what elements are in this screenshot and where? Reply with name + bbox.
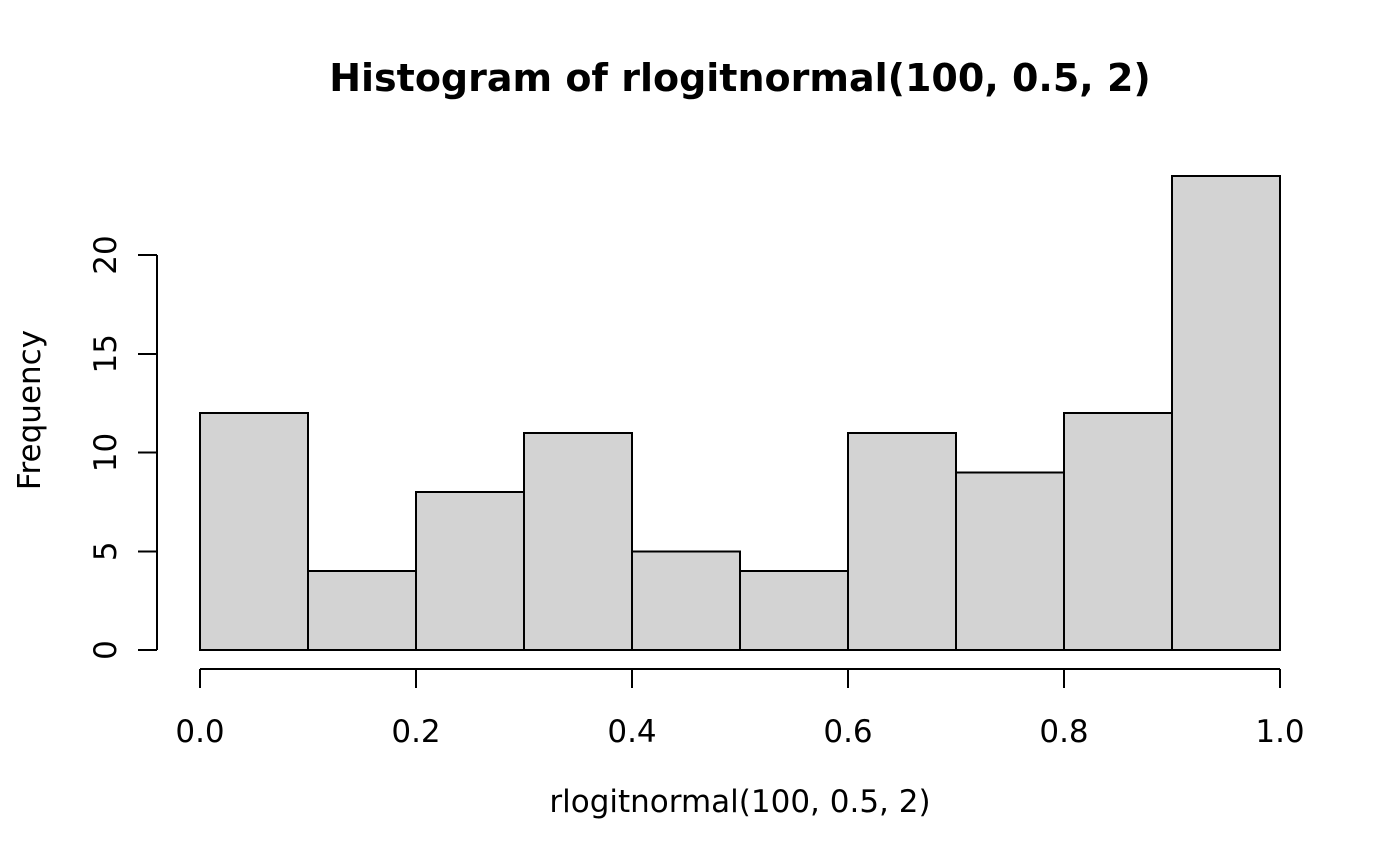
- histogram-bar: [307, 570, 417, 651]
- histogram-bar: [1171, 175, 1281, 651]
- bars-group: [199, 175, 1281, 651]
- histogram-bar: [523, 431, 633, 651]
- chart-title: Histogram of rlogitnormal(100, 0.5, 2): [329, 56, 1151, 100]
- x-tick-label: 0.6: [823, 714, 872, 750]
- y-axis-label: Frequency: [12, 330, 48, 490]
- histogram-bar: [847, 431, 957, 651]
- x-tick-label: 0.8: [1039, 714, 1088, 750]
- x-tick-label: 0.4: [607, 714, 656, 750]
- y-axis: 0 5 10 15 20: [88, 235, 158, 660]
- x-axis: 0.0 0.2 0.4 0.6 0.8 1.0: [175, 668, 1305, 750]
- x-tick-label: 0.2: [391, 714, 440, 750]
- x-tick-label: 1.0: [1255, 714, 1304, 750]
- histogram-bar: [1063, 412, 1173, 651]
- histogram-bar: [955, 471, 1065, 651]
- y-tick-label: 15: [88, 334, 124, 373]
- y-tick-label: 10: [88, 433, 124, 472]
- y-tick-label: 20: [88, 235, 124, 274]
- x-tick-label: 0.0: [175, 714, 224, 750]
- y-tick-label: 0: [88, 640, 124, 660]
- y-tick-label: 5: [88, 541, 124, 561]
- histogram-bar: [415, 491, 525, 651]
- histogram-bar: [199, 412, 309, 651]
- x-axis-label: rlogitnormal(100, 0.5, 2): [549, 784, 930, 820]
- histogram-bar: [631, 550, 741, 651]
- histogram-bar: [739, 570, 849, 651]
